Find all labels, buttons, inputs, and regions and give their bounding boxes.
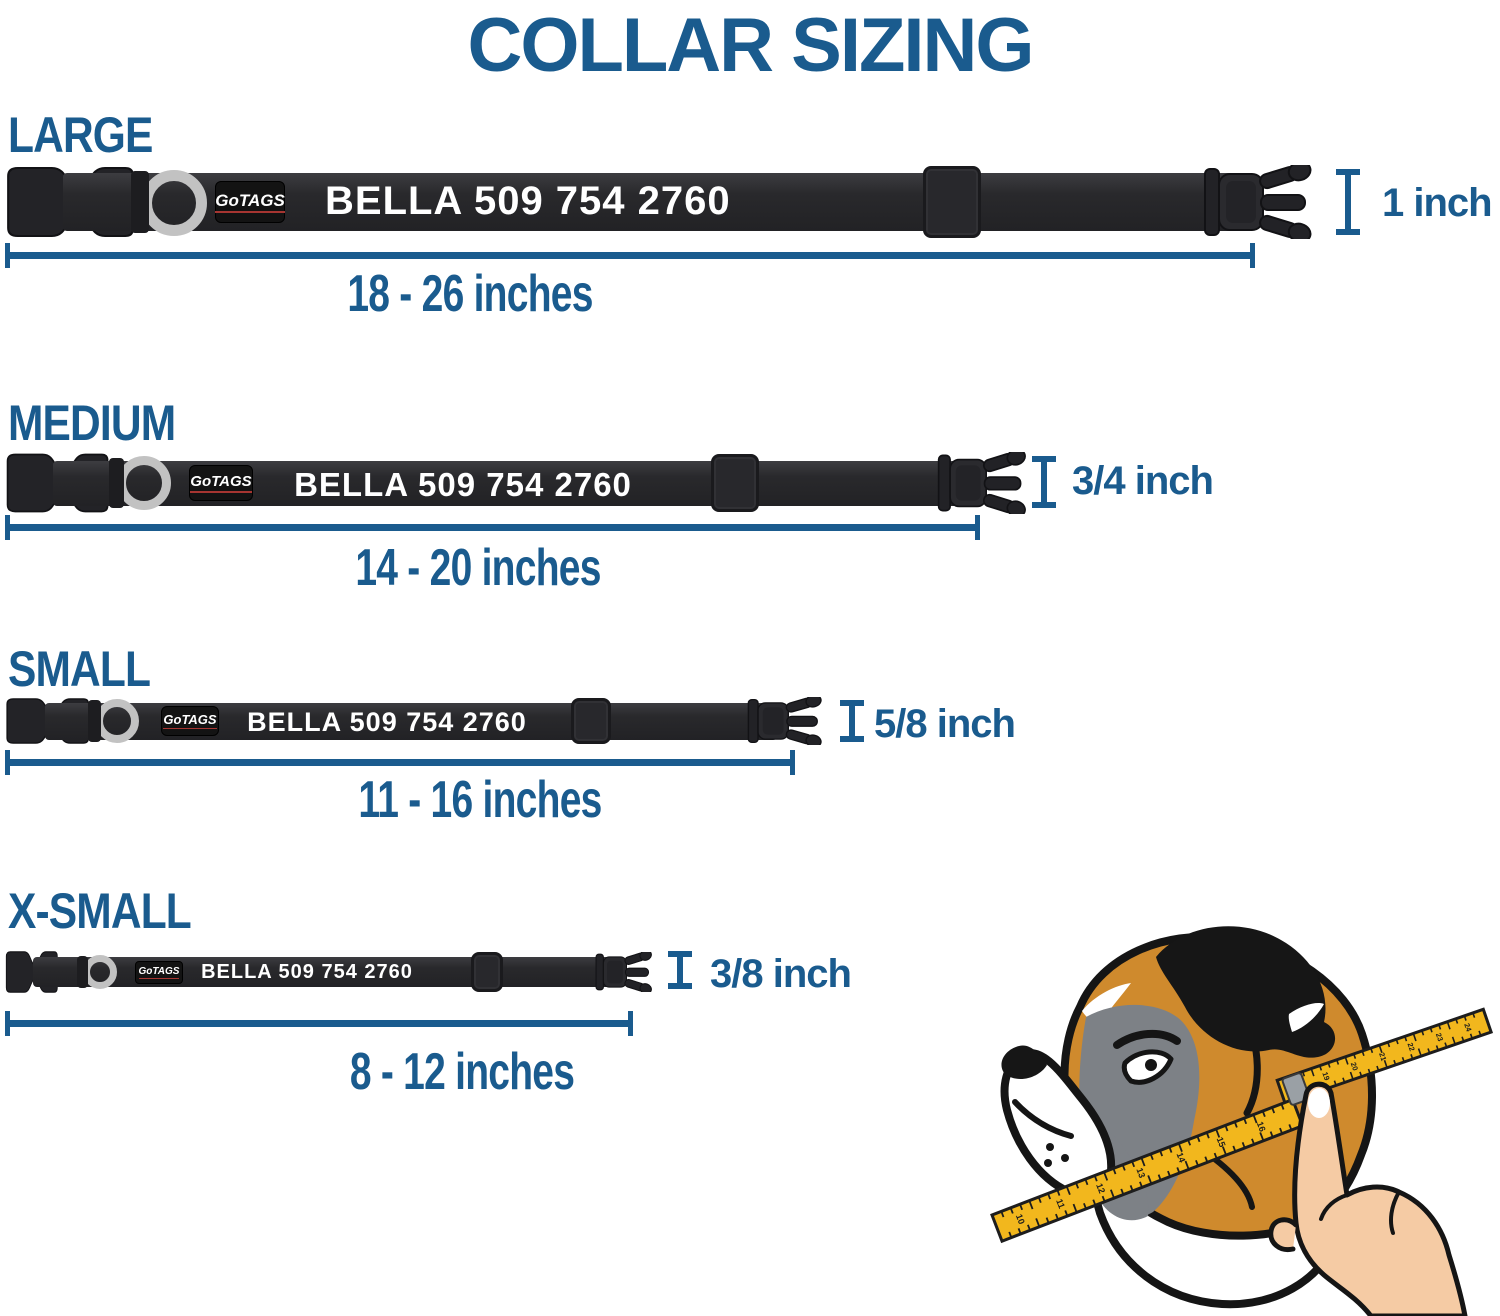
dog-mouth bbox=[1012, 1099, 1074, 1139]
measuring-tape-lower: 10 11 12 13 14 15 16 bbox=[990, 1097, 1305, 1244]
d-ring-icon bbox=[141, 170, 207, 236]
collar-x-small: GoTAGS BELLA 509 754 2760 bbox=[5, 949, 670, 995]
personalized-text: BELLA 509 754 2760 bbox=[201, 961, 413, 983]
brand-patch: GoTAGS bbox=[189, 465, 253, 501]
svg-text:19: 19 bbox=[1320, 1071, 1331, 1082]
svg-text:22: 22 bbox=[1405, 1041, 1416, 1052]
svg-text:16: 16 bbox=[1255, 1120, 1268, 1133]
d-ring-icon bbox=[83, 955, 117, 989]
tri-glide-slider-icon bbox=[471, 952, 503, 992]
tri-glide-slider-icon bbox=[711, 454, 759, 512]
svg-text:24: 24 bbox=[1462, 1022, 1473, 1034]
range-label-x-small: 8 - 12 inches bbox=[349, 1043, 575, 1101]
width-marker-large bbox=[1336, 169, 1360, 235]
brand-logo: GoTAGS bbox=[215, 192, 285, 213]
range-label-large: 18 - 26 inches bbox=[347, 265, 593, 323]
strap-keeper bbox=[77, 956, 88, 988]
collar-large: GoTAGS BELLA 509 754 2760 bbox=[5, 165, 1335, 239]
length-line-x-small bbox=[5, 1011, 633, 1036]
fingernail bbox=[1308, 1088, 1330, 1118]
brand-patch: GoTAGS bbox=[135, 961, 183, 984]
collar-small: GoTAGS BELLA 509 754 2760 bbox=[5, 697, 840, 745]
width-marker-x-small bbox=[668, 951, 692, 989]
width-label-large: 1 inch bbox=[1382, 181, 1493, 225]
personalized-text: BELLA 509 754 2760 bbox=[247, 707, 527, 737]
svg-text:23: 23 bbox=[1434, 1032, 1445, 1043]
male-buckle-icon bbox=[747, 697, 824, 745]
brand-logo: GoTAGS bbox=[190, 474, 252, 493]
tape-clip bbox=[1281, 1072, 1311, 1106]
size-label-large: LARGE bbox=[8, 107, 153, 163]
strap-keeper bbox=[131, 171, 149, 233]
range-label-medium: 14 - 20 inches bbox=[355, 539, 601, 597]
width-label-medium: 3/4 inch bbox=[1072, 459, 1214, 503]
personalized-text: BELLA 509 754 2760 bbox=[325, 179, 731, 223]
collar-medium: GoTAGS BELLA 509 754 2760 bbox=[5, 452, 1045, 514]
width-label-small: 5/8 inch bbox=[874, 702, 1016, 746]
brand-patch: GoTAGS bbox=[215, 181, 285, 223]
d-ring-icon bbox=[117, 456, 171, 510]
size-label-small: SMALL bbox=[8, 641, 151, 697]
svg-text:10: 10 bbox=[1014, 1213, 1027, 1226]
tri-glide-slider-icon bbox=[571, 698, 611, 744]
male-buckle-icon bbox=[937, 452, 1028, 514]
length-line-small bbox=[5, 750, 795, 775]
male-buckle-icon bbox=[595, 952, 654, 992]
d-ring-icon bbox=[95, 699, 139, 743]
brand-logo: GoTAGS bbox=[138, 965, 180, 979]
brand-logo: GoTAGS bbox=[163, 712, 217, 729]
measuring-tape-upper: 18 19 20 21 22 23 24 bbox=[1275, 1007, 1494, 1105]
svg-text:12: 12 bbox=[1094, 1182, 1107, 1195]
length-line-medium bbox=[5, 515, 980, 540]
dog-ear-highlight bbox=[1288, 1003, 1324, 1032]
width-marker-medium bbox=[1032, 456, 1056, 508]
svg-text:11: 11 bbox=[1054, 1197, 1067, 1209]
size-label-medium: MEDIUM bbox=[8, 395, 176, 451]
dog-nose bbox=[1001, 1045, 1047, 1080]
hand bbox=[1268, 1081, 1468, 1316]
collar-strap bbox=[33, 957, 611, 987]
male-buckle-icon bbox=[1204, 165, 1314, 239]
width-marker-small bbox=[840, 700, 864, 742]
svg-text:15: 15 bbox=[1215, 1136, 1228, 1149]
svg-text:21: 21 bbox=[1377, 1051, 1388, 1062]
dog-measuring-illustration: 18 19 20 21 22 23 24 10 11 12 13 14 15 1… bbox=[990, 926, 1494, 1316]
brand-patch: GoTAGS bbox=[161, 706, 219, 736]
personalized-text: BELLA 509 754 2760 bbox=[294, 466, 632, 503]
range-label-small: 11 - 16 inches bbox=[358, 771, 602, 829]
svg-text:20: 20 bbox=[1349, 1061, 1360, 1072]
strap-keeper bbox=[88, 700, 101, 742]
tri-glide-slider-icon bbox=[923, 166, 981, 238]
dog-brow bbox=[1113, 1029, 1181, 1049]
width-label-x-small: 3/8 inch bbox=[710, 952, 852, 996]
svg-text:14: 14 bbox=[1174, 1151, 1187, 1164]
svg-text:13: 13 bbox=[1134, 1166, 1147, 1179]
page-title: COLLAR SIZING bbox=[467, 3, 1034, 88]
size-label-x-small: X-SMALL bbox=[8, 883, 192, 939]
length-line-large bbox=[5, 243, 1255, 268]
strap-keeper bbox=[109, 458, 124, 508]
